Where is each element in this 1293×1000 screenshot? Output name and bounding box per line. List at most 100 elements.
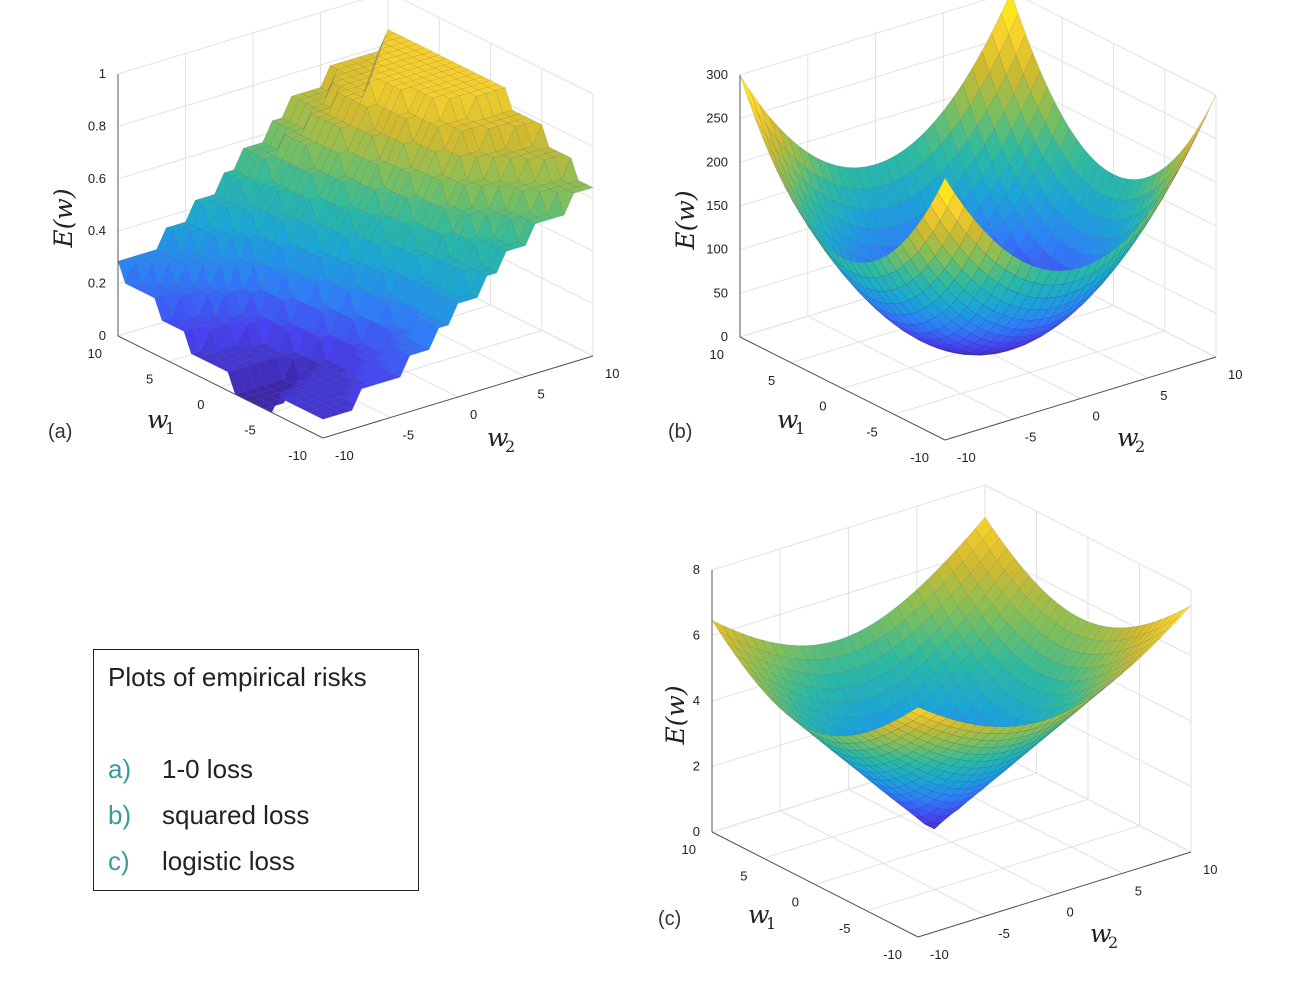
surface-cell (968, 313, 987, 328)
surface-cell (456, 117, 475, 125)
surface-cell (344, 93, 363, 101)
surface-cell (1004, 557, 1023, 581)
surface-cell (898, 284, 916, 301)
surface-cell (1017, 722, 1036, 733)
surface-cell (1015, 160, 1034, 193)
legend-item-b: b) squared loss (108, 800, 309, 831)
surface-cell (986, 92, 1005, 130)
surface-cell (385, 32, 404, 40)
surface-cell (846, 236, 865, 259)
surface-cell (421, 51, 440, 59)
w2-tick-label: -10 (335, 448, 354, 463)
surface-cell (406, 195, 424, 222)
surface-cell (427, 126, 446, 153)
surface-cell (997, 622, 1015, 645)
surface-cell (1144, 636, 1162, 652)
surface-cell (927, 255, 946, 279)
z-tick-label: 4 (693, 693, 700, 708)
surface-cell (407, 43, 426, 51)
surface-cell (973, 782, 991, 796)
z-tick-label: 200 (706, 154, 728, 169)
surface-cell (784, 668, 803, 685)
z-tick-label: 0.4 (88, 223, 106, 238)
surface-cell (813, 231, 831, 256)
surface-cell (282, 137, 300, 164)
surface-cell (804, 166, 823, 196)
surface-cell (322, 392, 341, 400)
surface-cell (345, 153, 363, 180)
surface-cell (387, 341, 406, 364)
surface-cell (349, 103, 368, 130)
legend-item-c: c) logistic loss (108, 846, 295, 877)
surface-cell (516, 117, 535, 125)
surface-cell (394, 223, 412, 250)
surface-cell (327, 92, 346, 119)
surface-cell (946, 332, 965, 343)
surface-cell (963, 704, 981, 728)
surface-cell (828, 702, 847, 718)
surface-cell (882, 182, 901, 207)
z-tick-label: 100 (706, 242, 728, 257)
surface-cell (846, 742, 865, 751)
surface-cell (280, 322, 299, 330)
surface-cell (482, 115, 502, 123)
surface-cell (951, 787, 970, 796)
surface-cell (958, 722, 977, 732)
surface-cell (359, 81, 378, 108)
w1-axis-label-sub: 1 (165, 419, 175, 438)
surface-cell (312, 103, 332, 111)
surface-cell (982, 527, 1000, 551)
surface-cell (379, 216, 398, 243)
surface-cell (514, 123, 533, 150)
surface-cell (787, 657, 806, 674)
surface-cell (991, 146, 1010, 180)
surface-cell (966, 218, 984, 246)
w1-axis-label: w (748, 900, 769, 929)
surface-cell (900, 236, 919, 260)
surface-cell (800, 188, 818, 217)
surface-cell (410, 83, 429, 91)
surface-cell (945, 628, 964, 652)
surface-cell (966, 297, 984, 315)
surface-cell (1031, 674, 1050, 693)
surface-cell (936, 740, 955, 750)
surface-cell (396, 197, 414, 224)
surface-1-0-loss (117, 29, 594, 420)
surface-cell (313, 225, 332, 252)
surface-cell (940, 594, 959, 618)
surface-cell (858, 731, 877, 741)
surface-cell (344, 69, 363, 77)
surface-cell (956, 206, 975, 234)
legend-text: logistic loss (162, 846, 295, 876)
surface-cell (1008, 13, 1026, 56)
surface-cell (536, 214, 555, 222)
surface-cell (773, 698, 791, 714)
surface-cell (389, 274, 408, 300)
surface-cell (256, 317, 274, 344)
surface-cell (353, 316, 371, 343)
w2-tick-label: 5 (1135, 883, 1142, 898)
surface-cell (250, 209, 269, 236)
surface-cell (267, 134, 285, 157)
surface-cell (463, 79, 482, 87)
surface-cell (446, 78, 465, 86)
surface-cell (785, 701, 803, 719)
surface-cell (473, 118, 492, 126)
z-tick-label: 1 (99, 66, 106, 81)
surface-cell (339, 59, 358, 67)
surface-cell (495, 87, 513, 114)
surface-cell (867, 620, 886, 642)
surface-cell (995, 314, 1013, 328)
surface-cell (431, 71, 450, 79)
w1-axis-line (117, 335, 324, 439)
surface-cell (397, 46, 416, 54)
surface-cell (775, 665, 794, 683)
surface-cell (964, 158, 983, 191)
surface-cell (970, 561, 988, 585)
surface-cell (745, 652, 764, 670)
w1-tick-label: 0 (197, 397, 204, 412)
surface-cell (988, 768, 1006, 782)
surface-cell (1176, 133, 1195, 166)
surface-cell (427, 84, 446, 92)
